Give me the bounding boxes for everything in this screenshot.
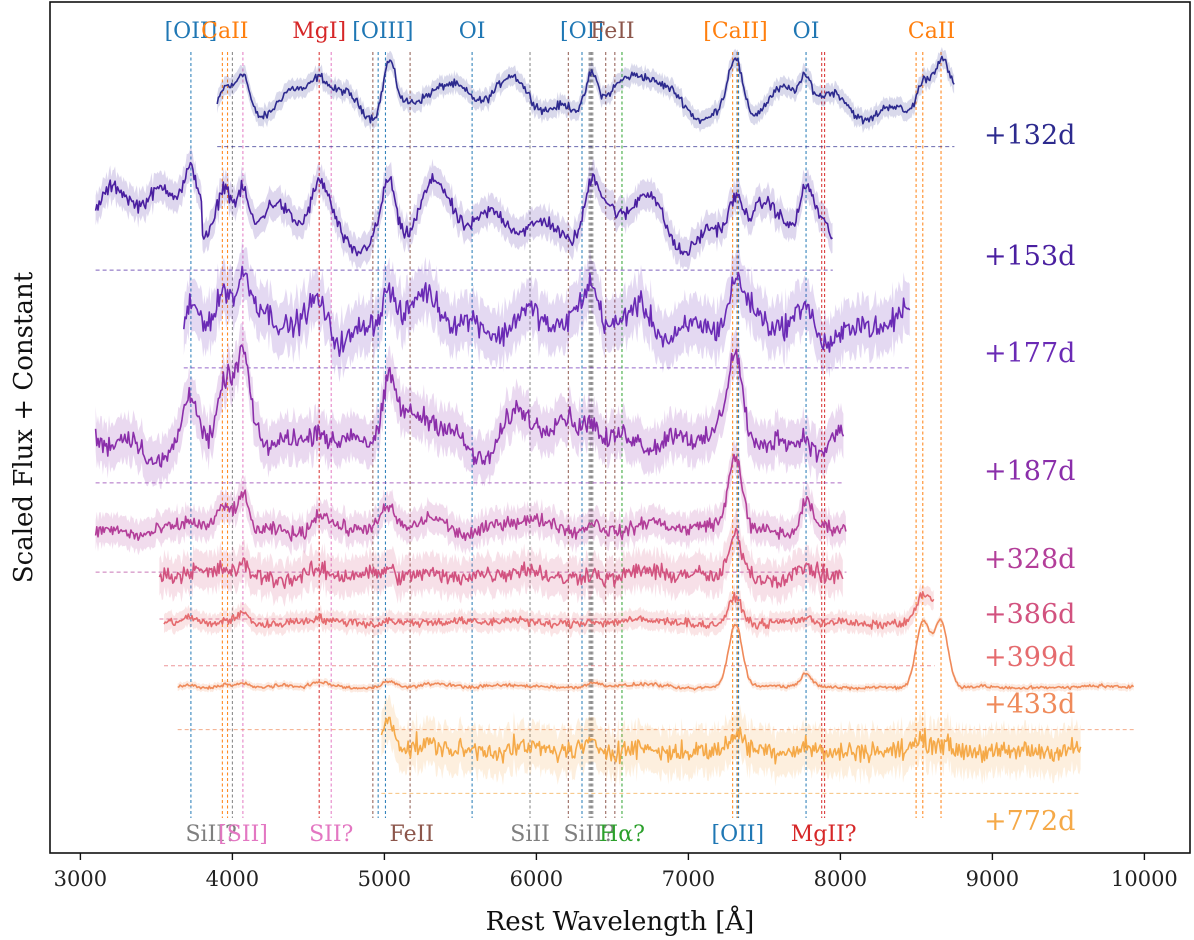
spectrum-line bbox=[380, 716, 1082, 765]
epoch-label: +132d bbox=[984, 120, 1075, 151]
epoch-label: +153d bbox=[984, 241, 1075, 272]
x-tick-label: 6000 bbox=[510, 867, 563, 891]
top-line-label: CaII bbox=[201, 19, 248, 44]
bottom-line-labels: SiII?[SII] SII? FeII SiII SiII?Hα? [OII] MgII? bbox=[185, 822, 856, 847]
spectrum-line bbox=[94, 344, 845, 468]
spectrum-uncertainty bbox=[177, 615, 1134, 694]
spectrum-line bbox=[94, 161, 833, 257]
plot-area bbox=[94, 47, 1135, 818]
epoch-label: +433d bbox=[984, 689, 1075, 720]
y-axis-label: Scaled Flux + Constant bbox=[9, 271, 39, 583]
epoch-label: +187d bbox=[984, 456, 1075, 487]
x-tick-label: 5000 bbox=[358, 867, 411, 891]
x-tick-label: 4000 bbox=[206, 867, 259, 891]
top-line-label: [CaII] bbox=[703, 19, 768, 44]
spectrum-uncertainty bbox=[183, 240, 910, 383]
x-tick-label: 3000 bbox=[54, 867, 107, 891]
spectrum-line bbox=[94, 453, 847, 542]
top-line-label: [OII] bbox=[165, 19, 218, 44]
spectrum-uncertainty bbox=[95, 147, 833, 271]
top-line-label: [OIII] bbox=[352, 19, 413, 44]
top-line-label: FeII bbox=[590, 19, 634, 44]
epoch-label: +177d bbox=[984, 338, 1075, 369]
spectrum-line bbox=[177, 618, 1135, 691]
spectrum-line bbox=[183, 265, 911, 357]
x-tick-label: 9000 bbox=[966, 867, 1019, 891]
epoch-labels: +132d +153d +177d +187d +328d +386d +399d +433d… bbox=[984, 120, 1075, 837]
x-axis-ticks: 3000 4000 5000 6000 7000 8000 9000 10000 bbox=[54, 853, 1178, 891]
x-tick-label: 7000 bbox=[662, 867, 715, 891]
top-line-label: MgI] bbox=[292, 19, 346, 44]
x-tick-label: 8000 bbox=[814, 867, 867, 891]
top-line-label: [OI] bbox=[560, 19, 604, 44]
bottom-line-label: [OII] bbox=[712, 822, 765, 847]
top-line-labels: [OII]CaII MgI] [OIII] OI [OI]FeII [CaII] OI CaI… bbox=[165, 19, 956, 44]
epoch-label: +399d bbox=[984, 642, 1075, 673]
top-line-label: CaII bbox=[908, 19, 955, 44]
spectrum-line bbox=[163, 591, 935, 630]
epoch-label: +772d bbox=[984, 806, 1075, 837]
top-line-label: OI bbox=[459, 19, 486, 44]
bottom-line-label: SiII? bbox=[563, 822, 614, 847]
bottom-line-label: SII? bbox=[309, 822, 353, 847]
bottom-line-label: SiII bbox=[510, 822, 550, 847]
bottom-line-label: [SII] bbox=[218, 822, 268, 847]
bottom-line-label: SiII? bbox=[185, 822, 236, 847]
top-line-label: OI bbox=[793, 19, 820, 44]
axes-frame bbox=[49, 1, 1191, 854]
epoch-label: +386d bbox=[984, 599, 1075, 630]
x-tick-label: 10000 bbox=[1111, 867, 1178, 891]
bottom-line-label: MgII? bbox=[791, 822, 857, 847]
spectrum-uncertainty bbox=[95, 439, 846, 556]
spectrum-line bbox=[216, 55, 955, 125]
bottom-line-label: Hα? bbox=[599, 822, 645, 847]
epoch-label: +328d bbox=[984, 544, 1075, 575]
spectra-group bbox=[94, 47, 1135, 787]
spectrum-line bbox=[158, 527, 844, 590]
x-axis-label: Rest Wavelength [Å] bbox=[486, 905, 755, 937]
bottom-line-label: FeII bbox=[390, 822, 434, 847]
